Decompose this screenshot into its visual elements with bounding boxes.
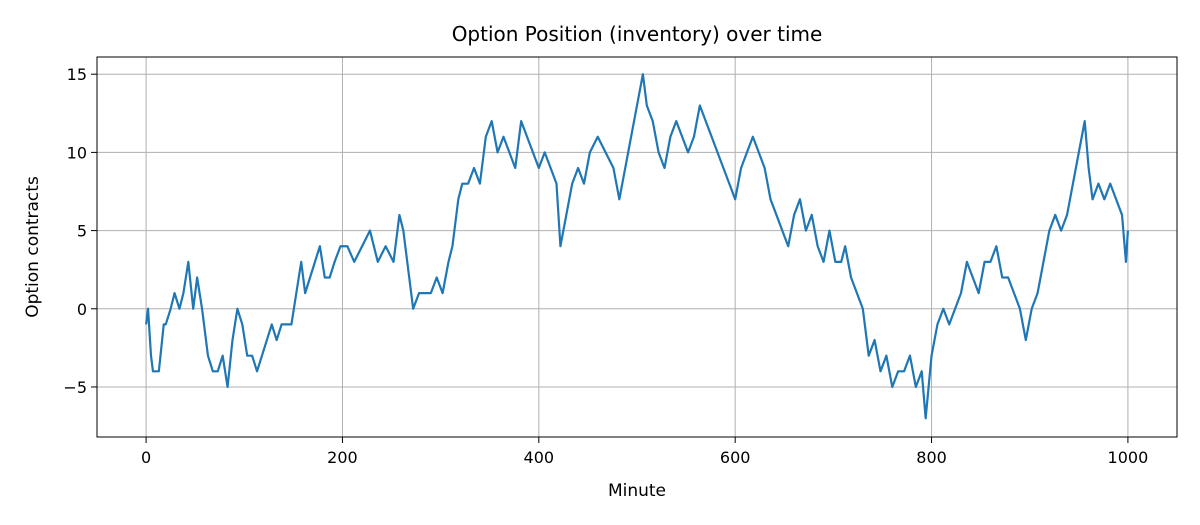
x-tick-label: 800: [916, 448, 947, 467]
y-tick-label: 5: [77, 222, 87, 241]
x-axis-label: Minute: [608, 481, 666, 501]
plot-frame: [96, 56, 1178, 438]
series-line: [144, 73, 1130, 420]
y-tick-label: 15: [67, 65, 87, 84]
chart-title: Option Position (inventory) over time: [452, 22, 823, 46]
y-tick-label: 10: [67, 143, 87, 162]
y-axis-label: Option contracts: [23, 176, 43, 318]
x-tick-label: 200: [327, 448, 358, 467]
x-tick-label: 400: [524, 448, 555, 467]
x-tick-label: 600: [720, 448, 751, 467]
ticks: 0 200 400 600 800 1000 −5 0 5 10 15: [63, 65, 1148, 467]
x-tick-label: 1000: [1108, 448, 1149, 467]
y-tick-label: 0: [77, 300, 87, 319]
series-layer: [144, 73, 1130, 420]
y-tick-label: −5: [63, 378, 87, 397]
x-tick-label: 0: [141, 448, 151, 467]
